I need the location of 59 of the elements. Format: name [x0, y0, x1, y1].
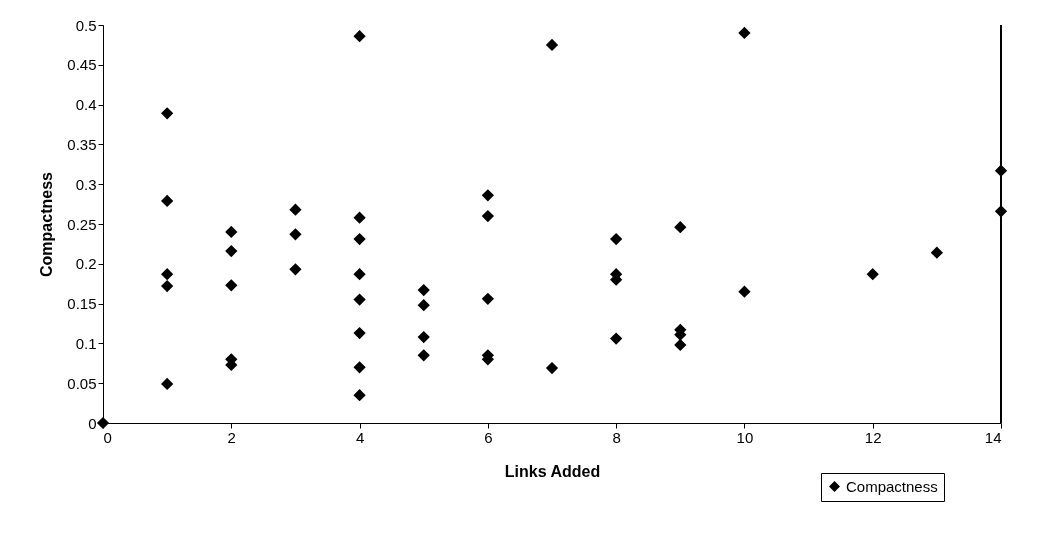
point: [289, 263, 302, 276]
point: [353, 293, 366, 306]
point: [930, 246, 943, 259]
y-tick-label: 0.5: [75, 16, 97, 34]
point: [610, 332, 623, 345]
x-tick-label: 14: [984, 428, 1002, 446]
x-tick-label: 8: [612, 428, 621, 446]
x-tick-label: 12: [864, 428, 882, 446]
x-tick-label: 2: [227, 428, 236, 446]
point: [738, 285, 751, 298]
point: [545, 38, 559, 52]
point: [161, 268, 174, 281]
y-axis-title: Compactness: [38, 171, 56, 277]
y-tick-label: 0.4: [75, 96, 97, 114]
point: [353, 361, 366, 374]
y-tick-label: 0.45: [67, 56, 97, 74]
y-tick-label: 0: [88, 414, 97, 432]
x-tick-label: 6: [484, 428, 493, 446]
point: [225, 244, 238, 258]
point: [481, 209, 494, 223]
point: [610, 233, 623, 246]
point: [161, 194, 174, 208]
y-tick-label: 0.2: [75, 255, 97, 273]
x-tick-label: 0: [103, 428, 112, 446]
point: [417, 283, 430, 297]
point: [289, 203, 302, 216]
point: [353, 268, 366, 281]
point: [674, 338, 687, 352]
y-tick-label: 0.05: [67, 374, 97, 392]
x-tick-label: 10: [736, 428, 754, 446]
point: [353, 389, 366, 402]
point: [225, 225, 238, 239]
point: [353, 326, 366, 340]
x-tick-label: 4: [355, 428, 365, 446]
point: [417, 299, 430, 312]
point: [481, 292, 494, 305]
point: [161, 107, 174, 120]
y-tick-label: 0.15: [67, 295, 97, 313]
y-tick-label: 0.1: [75, 334, 97, 352]
point: [545, 361, 559, 375]
point: [738, 26, 751, 40]
legend-label: Compactness: [846, 477, 938, 495]
y-tick-label: 0.3: [75, 175, 97, 193]
point: [353, 233, 366, 246]
point: [417, 330, 430, 344]
point: [674, 221, 687, 234]
point: [225, 279, 238, 292]
point: [417, 349, 430, 362]
y-tick-label: 0.25: [67, 215, 97, 233]
point: [96, 416, 110, 430]
point: [161, 377, 174, 391]
x-axis-title: Links Added: [504, 462, 601, 480]
point: [289, 228, 302, 241]
point: [353, 30, 366, 43]
y-tick-label: 0.35: [67, 135, 97, 153]
point: [866, 268, 879, 281]
point: [481, 189, 494, 202]
point: [161, 279, 174, 293]
point: [353, 211, 366, 224]
